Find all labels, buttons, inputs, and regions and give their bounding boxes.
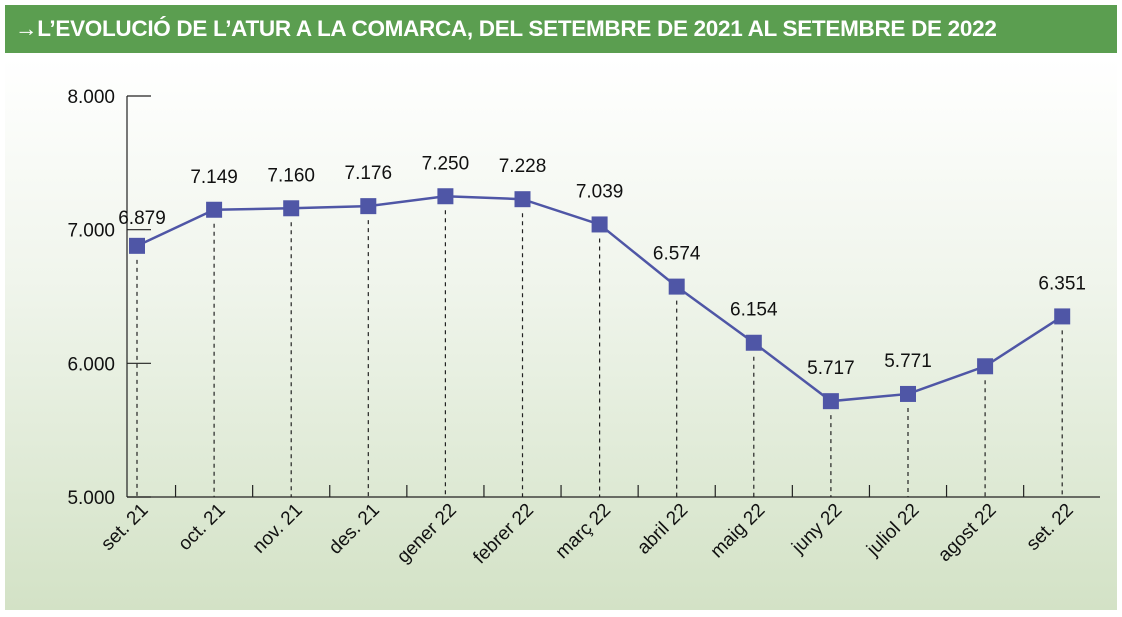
data-label: 7.228	[499, 156, 547, 177]
data-point-marker	[745, 334, 762, 351]
data-label: 7.160	[267, 165, 315, 186]
arrow-icon: →	[15, 16, 38, 41]
x-tick-label: febrer 22	[469, 500, 538, 569]
y-tick-label: 7.000	[67, 221, 115, 242]
data-point-marker	[129, 237, 145, 254]
x-tick-label: juliol 22	[862, 500, 923, 561]
data-point-marker	[514, 191, 531, 208]
data-point-marker	[591, 216, 608, 233]
data-label: 6.879	[118, 208, 166, 229]
x-tick-label: març 22	[552, 500, 615, 563]
x-tick-label: oct. 21	[174, 500, 229, 555]
x-tick-label: nov. 21	[249, 500, 307, 558]
x-tick-label: maig 22	[707, 500, 770, 563]
y-tick-label: 6.000	[67, 354, 115, 375]
x-tick-label: gener 22	[393, 500, 461, 568]
data-label: 7.039	[576, 181, 624, 202]
data-label: 7.149	[190, 167, 238, 188]
chart-title: L’EVOLUCIÓ DE L’ATUR A LA COMARCA, DEL S…	[37, 16, 997, 41]
data-point-marker	[900, 385, 916, 402]
chart-title-bar: →L’EVOLUCIÓ DE L’ATUR A LA COMARCA, DEL …	[5, 5, 1117, 53]
y-tick-label: 8.000	[67, 87, 115, 108]
x-tick-label: abril 22	[633, 500, 692, 559]
data-point-marker	[822, 393, 839, 410]
x-tick-label: agost 22	[934, 500, 1000, 566]
data-point-marker	[437, 188, 454, 205]
data-label: 6.154	[730, 300, 778, 321]
x-tick-label: des. 21	[325, 500, 384, 559]
data-point-marker	[206, 201, 223, 218]
x-tick-label: set. 22	[1023, 500, 1078, 555]
data-point-marker	[668, 278, 685, 295]
data-label: 6.351	[1038, 273, 1086, 294]
data-label: 7.250	[422, 153, 470, 174]
chart-panel	[5, 58, 1117, 610]
data-point-marker	[360, 198, 377, 215]
data-label: 5.717	[807, 358, 855, 379]
y-tick-label: 5.000	[67, 488, 115, 509]
data-label: 5.771	[884, 351, 932, 372]
data-point-marker	[283, 200, 300, 217]
data-label: 6.574	[653, 244, 701, 265]
data-point-marker	[977, 358, 994, 375]
data-label: 7.176	[345, 163, 393, 184]
data-point-marker	[1054, 308, 1071, 325]
x-tick-label: juny 22	[788, 500, 847, 559]
